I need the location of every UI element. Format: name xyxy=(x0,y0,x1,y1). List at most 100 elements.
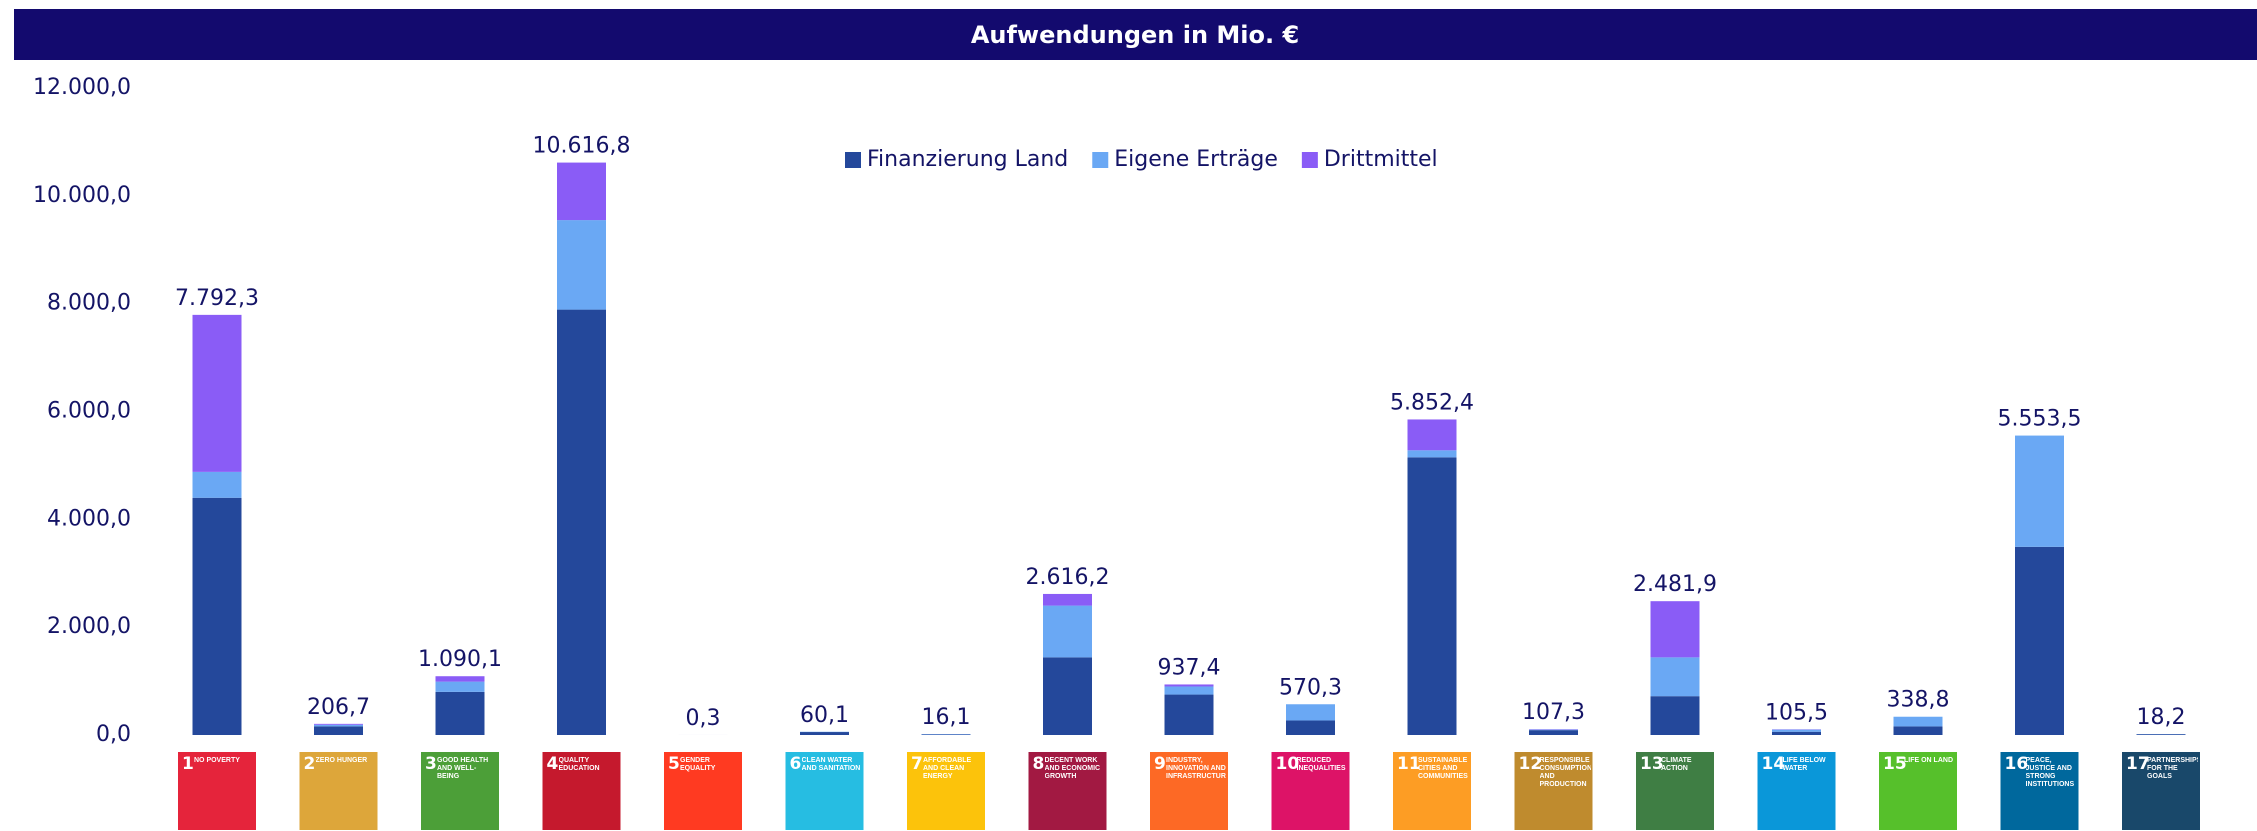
sdg-icon xyxy=(1757,752,1836,830)
bar-segment xyxy=(1043,657,1092,735)
bar-segment xyxy=(1893,716,1943,727)
sdg-name-box: ZERO HUNGER xyxy=(316,757,368,764)
y-tick-label: 6.000,0 xyxy=(47,399,131,424)
sdg-name: GENDER EQUALITY xyxy=(680,757,716,772)
sdg-icon xyxy=(1514,752,1593,830)
sdg-name: SUSTAINABLE CITIES AND COMMUNITIES xyxy=(1418,757,1468,780)
bar-segment xyxy=(1043,605,1092,658)
total-label: 5.553,5 xyxy=(1998,407,2082,432)
sdg-number: 9 xyxy=(1154,754,1166,774)
bar-segment xyxy=(314,723,363,725)
bar-segment xyxy=(1164,684,1214,687)
sdg-icon xyxy=(1636,752,1714,830)
sdg-name: REDUCED INEQUALITIES xyxy=(1296,757,1346,772)
sdg-number: 2 xyxy=(304,754,316,774)
sdg-number: 6 xyxy=(790,754,802,774)
total-label: 10.616,8 xyxy=(533,134,631,159)
legend-swatch xyxy=(845,152,861,168)
bar-segment xyxy=(1164,694,1214,735)
bar-segment xyxy=(2015,546,2064,735)
sdg-name-box: AFFORDABLE AND CLEAN ENERGY xyxy=(923,757,972,780)
bar-segment xyxy=(435,681,485,692)
sdg-number: 4 xyxy=(547,754,559,774)
bar-segment xyxy=(1893,726,1943,735)
y-tick-label: 12.000,0 xyxy=(33,75,131,100)
sdg-number: 8 xyxy=(1033,754,1045,774)
sdg-number: 15 xyxy=(1883,754,1907,774)
total-label: 5.852,4 xyxy=(1390,390,1474,415)
total-label: 570,3 xyxy=(1279,675,1342,700)
sdg-name-box: NO POVERTY xyxy=(194,757,240,764)
sdg-name-box: DECENT WORK AND ECONOMIC GROWTH xyxy=(1044,757,1101,780)
sdg-name-box: GOOD HEALTH AND WELL-BEING xyxy=(437,757,489,780)
bar-segment xyxy=(2015,435,2064,547)
total-label: 2.481,9 xyxy=(1633,572,1717,597)
total-label: 1.090,1 xyxy=(418,647,502,672)
bar-segment xyxy=(1407,450,1457,458)
bar-segment xyxy=(314,726,363,735)
y-tick-label: 0,0 xyxy=(96,722,131,747)
sdg-icon xyxy=(299,752,378,830)
sdg-name-box: PEACE, JUSTICE AND STRONG INSTITUTIONS xyxy=(2025,757,2075,787)
sdg-name-box: LIFE ON LAND xyxy=(1904,757,1953,764)
sdg-name: LIFE ON LAND xyxy=(1904,757,1953,764)
total-label: 206,7 xyxy=(307,695,370,720)
sdg-name: DECENT WORK AND ECONOMIC GROWTH xyxy=(1044,757,1101,780)
bar-segment xyxy=(435,691,485,735)
sdg-number: 14 xyxy=(1762,754,1786,774)
bar-segment xyxy=(1286,720,1335,735)
sdg-icon xyxy=(907,752,985,830)
sdg-icon xyxy=(1879,752,1957,830)
sdg-number: 3 xyxy=(425,754,437,774)
bar-segment xyxy=(557,309,606,735)
total-label: 7.792,3 xyxy=(175,286,259,311)
bar-segment xyxy=(1650,657,1700,697)
bar-segment xyxy=(921,734,971,735)
y-tick-label: 8.000,0 xyxy=(47,291,131,316)
legend-label: Drittmittel xyxy=(1324,147,1438,172)
bar-segment xyxy=(1529,729,1578,731)
sdg-icon xyxy=(178,752,256,830)
bar-segment xyxy=(1286,704,1335,721)
sdg-icon xyxy=(664,752,742,830)
sdg-number: 1 xyxy=(182,754,194,774)
sdg-name: GOOD HEALTH AND WELL-BEING xyxy=(437,757,489,780)
y-tick-label: 4.000,0 xyxy=(47,506,131,531)
sdg-icon xyxy=(785,752,864,830)
sdg-icon xyxy=(421,752,499,830)
total-label: 18,2 xyxy=(2137,705,2186,730)
sdg-number: 13 xyxy=(1640,754,1664,774)
bar-segment xyxy=(1043,593,1092,606)
bar-segment xyxy=(1650,601,1700,658)
sdg-icon xyxy=(2122,752,2200,830)
sdg-name: PEACE, JUSTICE AND STRONG INSTITUTIONS xyxy=(2025,757,2075,787)
total-label: 105,5 xyxy=(1765,700,1828,725)
bar-segment xyxy=(557,162,606,221)
sdg-icon xyxy=(1150,752,1228,830)
sdg-name-box: PARTNERSHIPS FOR THE GOALS xyxy=(2147,757,2198,780)
sdg-name: AFFORDABLE AND CLEAN ENERGY xyxy=(923,757,972,780)
legend-label: Eigene Erträge xyxy=(1114,147,1278,172)
bar-segment xyxy=(557,220,606,310)
sdg-number: 7 xyxy=(911,754,923,774)
bar-segment xyxy=(1407,457,1457,735)
sdg-name-box: CLEAN WATER AND SANITATION xyxy=(802,757,861,772)
bar-segment xyxy=(1650,696,1700,735)
total-label: 16,1 xyxy=(922,705,971,730)
bar-segment xyxy=(1772,731,1821,735)
sdg-name: QUALITY EDUCATION xyxy=(558,757,600,772)
bar-segment xyxy=(192,314,242,472)
sdg-name-box: GENDER EQUALITY xyxy=(680,757,716,772)
sdg-name: NO POVERTY xyxy=(194,757,240,764)
bar-segment xyxy=(1772,729,1821,732)
legend-label: Finanzierung Land xyxy=(867,147,1068,172)
bar-segment xyxy=(435,676,485,682)
sdg-name-box: SUSTAINABLE CITIES AND COMMUNITIES xyxy=(1418,757,1468,780)
bar-segment xyxy=(192,497,242,735)
legend-swatch xyxy=(1092,152,1109,168)
bar-segment xyxy=(314,724,363,727)
bar-segment xyxy=(1529,730,1578,735)
sdg-icon xyxy=(542,752,621,830)
y-tick-label: 2.000,0 xyxy=(47,614,131,639)
